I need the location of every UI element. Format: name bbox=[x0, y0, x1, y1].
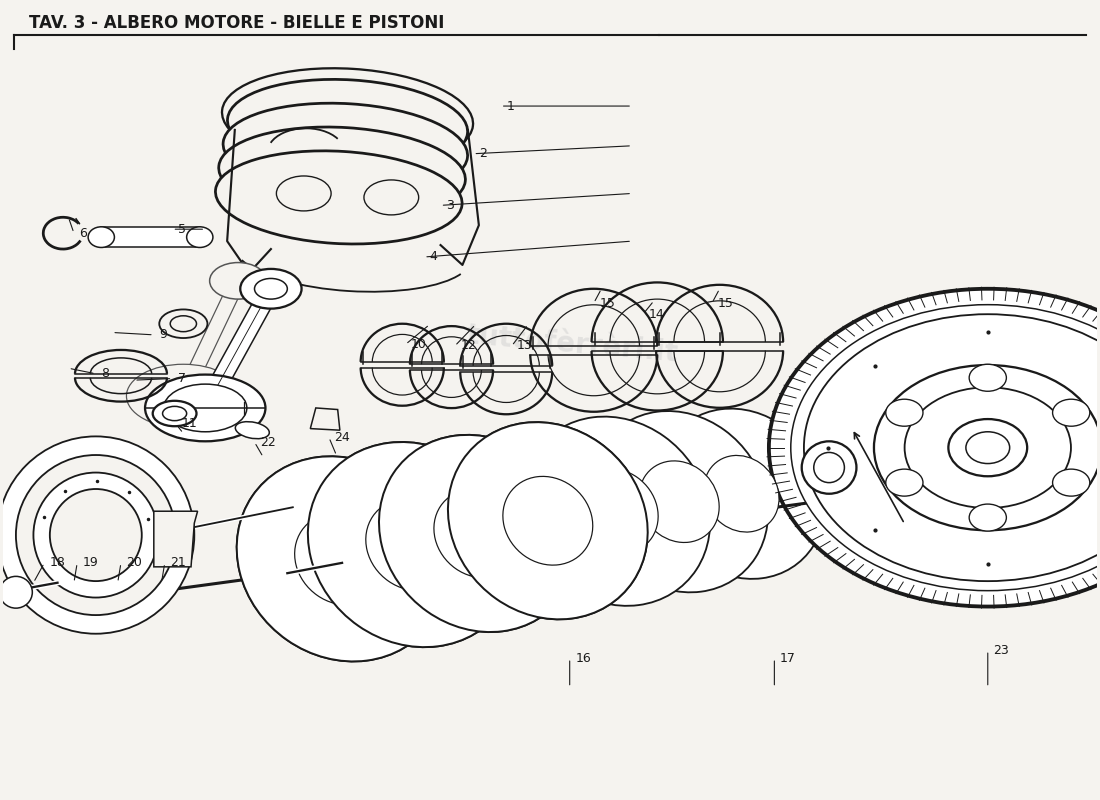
Text: 3: 3 bbox=[446, 199, 454, 212]
Text: 17: 17 bbox=[780, 652, 795, 665]
Ellipse shape bbox=[163, 406, 187, 421]
Ellipse shape bbox=[0, 436, 195, 634]
Ellipse shape bbox=[88, 227, 114, 247]
Text: 22: 22 bbox=[260, 436, 276, 449]
Ellipse shape bbox=[1053, 469, 1090, 496]
Ellipse shape bbox=[153, 401, 197, 426]
Ellipse shape bbox=[295, 513, 389, 605]
Ellipse shape bbox=[886, 399, 923, 426]
Text: 19: 19 bbox=[82, 556, 98, 570]
Ellipse shape bbox=[254, 278, 287, 299]
Ellipse shape bbox=[969, 364, 1006, 391]
Ellipse shape bbox=[966, 432, 1010, 463]
Ellipse shape bbox=[448, 422, 648, 619]
Ellipse shape bbox=[236, 456, 448, 662]
Text: 2: 2 bbox=[478, 147, 486, 160]
Ellipse shape bbox=[791, 305, 1100, 590]
Ellipse shape bbox=[160, 310, 208, 338]
Ellipse shape bbox=[573, 469, 658, 554]
Ellipse shape bbox=[886, 469, 923, 496]
Ellipse shape bbox=[948, 419, 1027, 476]
Text: 24: 24 bbox=[334, 431, 350, 444]
Ellipse shape bbox=[126, 364, 240, 428]
Ellipse shape bbox=[448, 422, 648, 619]
Ellipse shape bbox=[222, 68, 473, 168]
Ellipse shape bbox=[904, 387, 1071, 508]
Ellipse shape bbox=[170, 316, 197, 332]
Ellipse shape bbox=[236, 456, 448, 662]
Ellipse shape bbox=[145, 374, 265, 442]
Ellipse shape bbox=[308, 442, 518, 647]
Polygon shape bbox=[176, 278, 245, 398]
Polygon shape bbox=[310, 408, 340, 430]
Ellipse shape bbox=[308, 442, 518, 647]
Ellipse shape bbox=[591, 411, 768, 592]
Text: TAV. 3 - ALBERO MOTORE - BIELLE E PISTONI: TAV. 3 - ALBERO MOTORE - BIELLE E PISTON… bbox=[29, 14, 444, 32]
FancyBboxPatch shape bbox=[101, 227, 200, 247]
Ellipse shape bbox=[802, 442, 857, 494]
Ellipse shape bbox=[639, 461, 719, 542]
Ellipse shape bbox=[658, 409, 825, 579]
Ellipse shape bbox=[804, 314, 1100, 581]
Ellipse shape bbox=[187, 227, 213, 247]
Ellipse shape bbox=[0, 576, 32, 608]
Text: 14: 14 bbox=[649, 308, 664, 321]
Text: 23: 23 bbox=[993, 644, 1009, 657]
Ellipse shape bbox=[874, 365, 1100, 530]
Ellipse shape bbox=[228, 79, 468, 173]
Polygon shape bbox=[154, 511, 198, 567]
Text: 13: 13 bbox=[517, 339, 532, 353]
Text: 9: 9 bbox=[160, 328, 167, 342]
Text: 4: 4 bbox=[430, 250, 438, 263]
Ellipse shape bbox=[379, 435, 579, 632]
Ellipse shape bbox=[503, 476, 593, 565]
Text: 20: 20 bbox=[126, 556, 142, 570]
Text: 21: 21 bbox=[170, 556, 186, 570]
Polygon shape bbox=[196, 286, 280, 410]
Text: tuttofèrrèri.it: tuttofèrrèri.it bbox=[464, 321, 679, 368]
Text: 18: 18 bbox=[50, 556, 66, 570]
Ellipse shape bbox=[364, 180, 419, 215]
Ellipse shape bbox=[503, 476, 593, 565]
Ellipse shape bbox=[521, 417, 711, 606]
Text: 12: 12 bbox=[460, 339, 476, 353]
Ellipse shape bbox=[769, 289, 1100, 606]
Ellipse shape bbox=[15, 455, 176, 615]
Ellipse shape bbox=[219, 127, 465, 220]
Ellipse shape bbox=[276, 176, 331, 211]
Ellipse shape bbox=[1053, 399, 1090, 426]
Ellipse shape bbox=[240, 269, 301, 309]
Ellipse shape bbox=[379, 435, 579, 632]
Text: 16: 16 bbox=[575, 652, 591, 665]
Ellipse shape bbox=[433, 489, 524, 578]
Ellipse shape bbox=[164, 384, 246, 432]
Text: 10: 10 bbox=[411, 338, 427, 351]
Ellipse shape bbox=[223, 103, 468, 196]
Ellipse shape bbox=[969, 504, 1006, 531]
Text: 5: 5 bbox=[178, 222, 186, 236]
Ellipse shape bbox=[210, 262, 266, 299]
Text: 8: 8 bbox=[101, 367, 109, 380]
Ellipse shape bbox=[216, 151, 462, 244]
Ellipse shape bbox=[814, 453, 845, 482]
Ellipse shape bbox=[33, 473, 158, 598]
Text: 11: 11 bbox=[182, 418, 197, 430]
Text: 6: 6 bbox=[79, 226, 87, 240]
Ellipse shape bbox=[433, 489, 524, 578]
Ellipse shape bbox=[235, 422, 270, 438]
Text: 7: 7 bbox=[178, 372, 186, 385]
Ellipse shape bbox=[366, 498, 461, 590]
Ellipse shape bbox=[295, 513, 389, 605]
Ellipse shape bbox=[366, 498, 461, 590]
Text: 15: 15 bbox=[717, 297, 734, 310]
Text: 1: 1 bbox=[506, 99, 514, 113]
Ellipse shape bbox=[704, 455, 779, 532]
Text: 15: 15 bbox=[600, 297, 615, 310]
Ellipse shape bbox=[50, 489, 142, 581]
